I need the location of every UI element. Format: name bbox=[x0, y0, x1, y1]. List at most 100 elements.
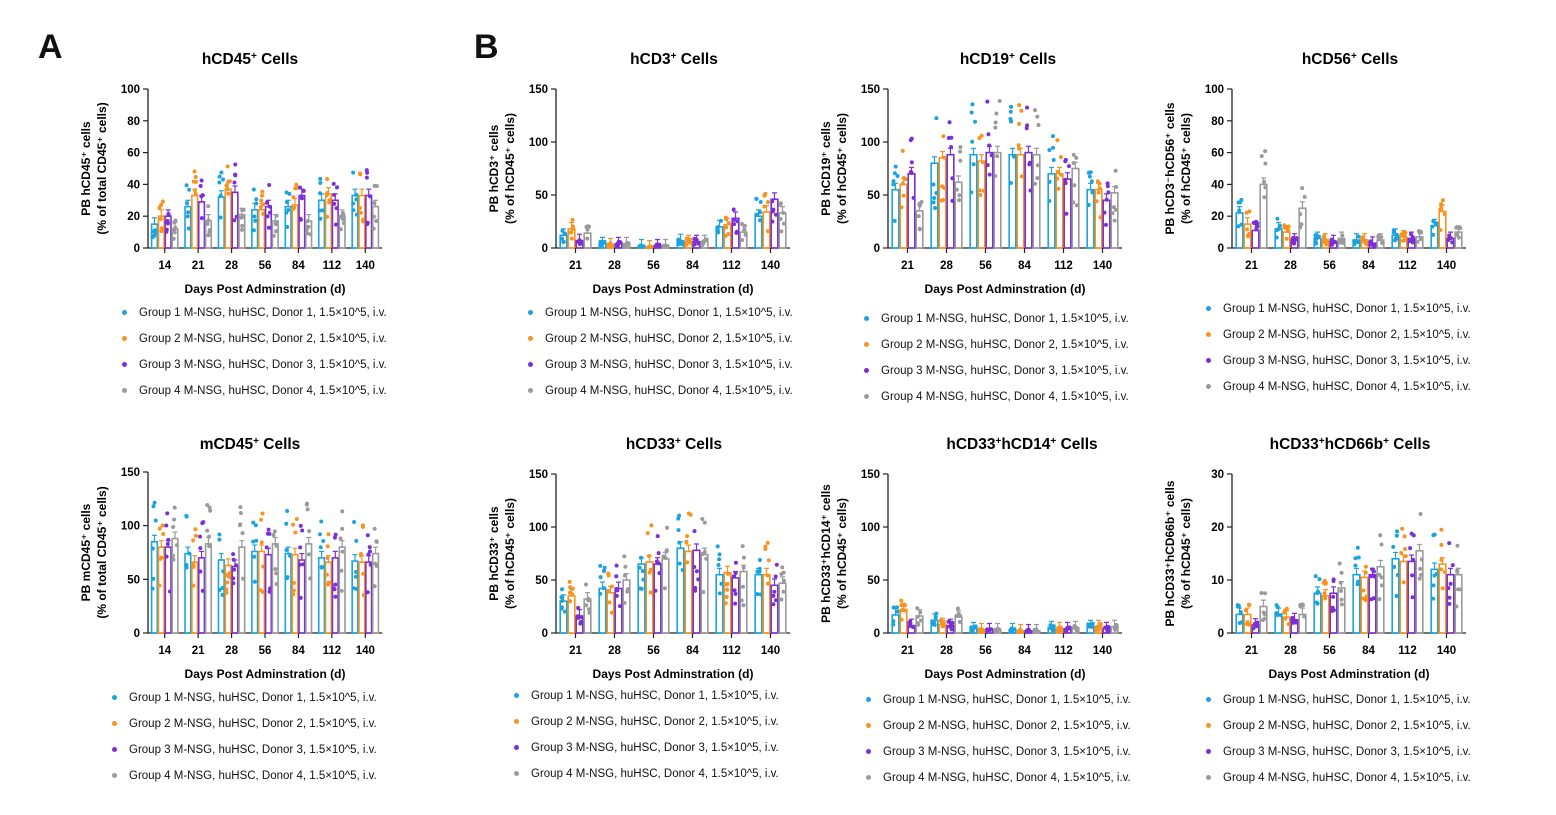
data-point bbox=[958, 613, 963, 618]
data-point bbox=[1392, 565, 1397, 570]
data-point bbox=[718, 218, 723, 223]
data-point bbox=[716, 225, 721, 230]
data-point bbox=[733, 591, 738, 596]
data-point bbox=[559, 595, 564, 600]
data-point bbox=[1254, 624, 1259, 629]
chart-svg: mCD45+ Cells 0 50 100 150 PB mCD45⁺ cells (% o… bbox=[79, 436, 382, 681]
data-point bbox=[570, 217, 575, 222]
data-point bbox=[319, 519, 324, 524]
data-point bbox=[910, 625, 915, 630]
data-point bbox=[1370, 567, 1375, 572]
data-point bbox=[969, 110, 974, 115]
data-point bbox=[579, 615, 584, 620]
data-point bbox=[298, 523, 303, 528]
data-point bbox=[601, 569, 606, 574]
data-point bbox=[351, 201, 356, 206]
data-point bbox=[371, 226, 376, 231]
bar bbox=[637, 563, 646, 634]
data-point bbox=[205, 221, 210, 226]
data-point bbox=[899, 617, 904, 622]
legend-label: Group 1 M-NSG, huHSC, Donor 1, 1.5×10^5,… bbox=[883, 694, 1131, 706]
data-point bbox=[1399, 550, 1404, 555]
data-point bbox=[1432, 532, 1437, 537]
bar bbox=[324, 561, 333, 634]
data-point bbox=[569, 236, 574, 241]
data-point bbox=[946, 135, 951, 140]
legend-label: Group 4 M-NSG, huHSC, Donor 4, 1.5×10^5,… bbox=[129, 770, 377, 782]
data-point bbox=[221, 569, 226, 574]
data-point bbox=[893, 164, 898, 169]
data-point bbox=[166, 212, 171, 217]
y-axis-sublabel: (% of total CD45⁺ cells) bbox=[95, 486, 109, 618]
data-point bbox=[1302, 194, 1307, 199]
bar bbox=[371, 552, 380, 634]
data-point bbox=[578, 241, 583, 246]
data-point bbox=[284, 576, 289, 581]
data-point bbox=[1096, 627, 1101, 632]
legend-marker-icon bbox=[866, 775, 871, 781]
data-point bbox=[291, 588, 296, 593]
data-point bbox=[361, 571, 366, 576]
data-point bbox=[1274, 235, 1279, 240]
data-point bbox=[955, 606, 960, 611]
data-point bbox=[648, 244, 653, 249]
chart-title: hCD56+ Cells bbox=[1302, 51, 1398, 69]
data-point bbox=[1448, 581, 1453, 586]
data-point bbox=[1065, 625, 1070, 630]
data-point bbox=[261, 564, 266, 569]
data-point bbox=[1418, 511, 1423, 516]
data-point bbox=[338, 536, 343, 541]
data-point bbox=[895, 173, 900, 178]
data-point bbox=[979, 627, 984, 632]
data-point bbox=[354, 192, 359, 197]
data-point bbox=[724, 225, 729, 230]
data-point bbox=[1419, 572, 1424, 577]
data-point bbox=[332, 201, 337, 206]
data-point bbox=[560, 587, 565, 592]
data-point bbox=[584, 582, 589, 587]
data-point bbox=[942, 186, 947, 191]
data-point bbox=[598, 563, 603, 568]
data-point bbox=[208, 508, 213, 513]
x-tick-label: 21 bbox=[1245, 260, 1258, 272]
data-point bbox=[981, 160, 986, 165]
data-point bbox=[676, 242, 681, 247]
data-point bbox=[973, 119, 978, 124]
data-point bbox=[740, 544, 745, 549]
data-point bbox=[1440, 586, 1445, 591]
data-point bbox=[1263, 591, 1268, 596]
data-point bbox=[576, 605, 581, 610]
legend-marker-icon bbox=[1206, 749, 1211, 755]
data-point bbox=[1106, 190, 1111, 195]
legend-label: Group 2 M-NSG, huHSC, Donor 2, 1.5×10^5,… bbox=[1223, 720, 1471, 732]
data-point bbox=[254, 538, 259, 543]
data-point bbox=[206, 204, 211, 209]
data-point bbox=[949, 627, 954, 632]
bar bbox=[1415, 550, 1424, 634]
data-point bbox=[1071, 160, 1076, 165]
data-point bbox=[1363, 598, 1368, 603]
data-point bbox=[152, 500, 157, 505]
data-point bbox=[942, 155, 947, 160]
data-point bbox=[254, 197, 259, 202]
legend-label: Group 1 M-NSG, huHSC, Donor 1, 1.5×10^5,… bbox=[129, 692, 377, 704]
data-point bbox=[766, 558, 771, 563]
data-point bbox=[716, 563, 721, 568]
data-point bbox=[172, 220, 177, 225]
data-point bbox=[1112, 218, 1117, 223]
data-point bbox=[1402, 534, 1407, 539]
data-point bbox=[1417, 576, 1422, 581]
data-point bbox=[1009, 119, 1014, 124]
data-point bbox=[194, 179, 199, 184]
data-point bbox=[684, 540, 689, 545]
bar bbox=[692, 549, 701, 634]
x-tick-label: 14 bbox=[158, 260, 171, 272]
data-point bbox=[895, 605, 900, 610]
data-point bbox=[1448, 236, 1453, 241]
data-point bbox=[1401, 580, 1406, 585]
data-point bbox=[657, 571, 662, 576]
y-tick-label: 80 bbox=[127, 116, 140, 128]
data-point bbox=[1455, 543, 1460, 548]
data-point bbox=[291, 592, 296, 597]
data-point bbox=[719, 581, 724, 586]
